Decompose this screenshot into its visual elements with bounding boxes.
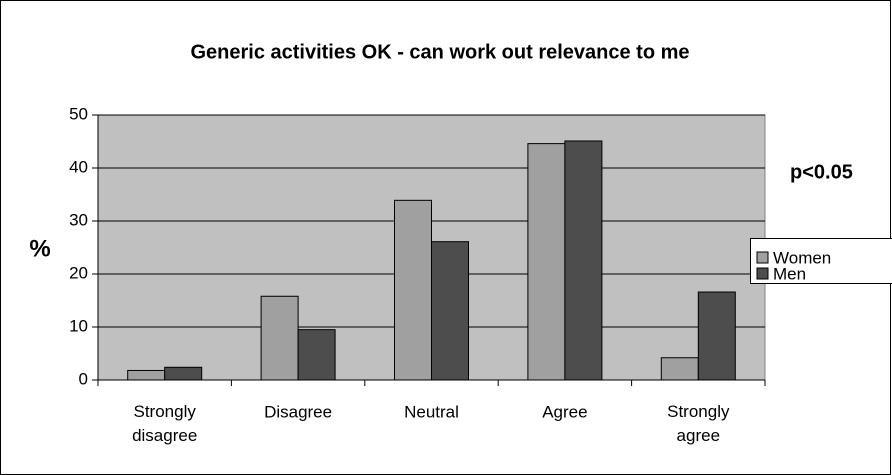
y-tick-label: 20 [69,263,88,282]
legend-label: Women [773,248,831,267]
y-tick-label: 0 [79,369,88,388]
x-tick-label: Strongly agree [667,402,730,445]
annotation: p<0.05 [790,161,853,183]
bar [297,329,336,381]
x-tick-label: Agree [542,402,587,421]
bar [431,241,469,381]
x-tick-label: Strongly disagree [132,402,197,445]
chart-title: Generic activities OK - can work out rel… [190,41,689,63]
bar [394,199,432,381]
legend-box [750,238,892,284]
y-tick-label: 10 [69,316,88,335]
legend-swatch [756,267,769,280]
bar [260,295,299,381]
y-tick-label: 40 [69,157,88,176]
y-axis-label: % [29,235,50,262]
x-tick-label: Disagree [264,402,332,421]
y-tick-label: 50 [69,104,88,123]
bar [660,357,699,381]
bar [564,140,603,381]
bar [697,291,736,381]
y-tick-label: 30 [69,210,88,229]
legend-label: Men [773,264,806,283]
legend-swatch [756,251,769,264]
bar [527,143,566,381]
bar [164,366,203,381]
x-tick-label: Neutral [404,402,459,421]
bar [127,369,166,381]
